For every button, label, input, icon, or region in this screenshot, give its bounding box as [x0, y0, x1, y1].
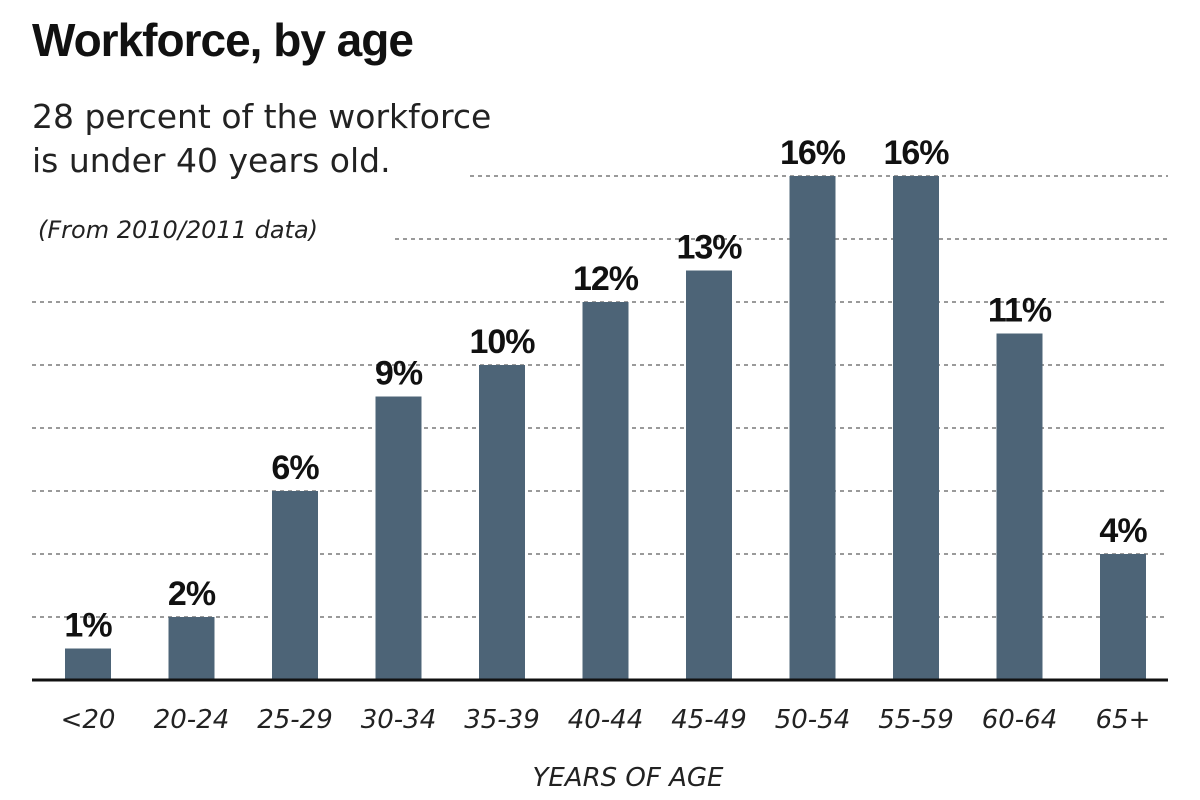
- x-axis-label: YEARS OF AGE: [533, 763, 725, 793]
- value-label-8: 16%: [883, 134, 949, 172]
- bar-4: [479, 365, 525, 680]
- x-tick-0: <20: [61, 705, 116, 735]
- value-label-2: 6%: [271, 449, 319, 487]
- x-tick-5: 40-44: [568, 705, 644, 735]
- value-labels: 1% 2% 6% 9% 10% 12% 13% 16% 16% 11% 4%: [64, 134, 1148, 645]
- value-label-10: 4%: [1099, 512, 1147, 550]
- value-label-6: 13%: [676, 229, 742, 267]
- bar-2: [272, 491, 318, 680]
- value-label-0: 1%: [64, 607, 112, 645]
- bar-10: [1100, 554, 1146, 680]
- x-tick-3: 30-34: [361, 705, 437, 735]
- chart-note: (From 2010/2011 data): [38, 216, 318, 244]
- value-label-3: 9%: [375, 355, 423, 393]
- chart-subtitle-line-2: is under 40 years old.: [32, 141, 391, 180]
- bar-3: [375, 396, 422, 680]
- chart-title: Workforce, by age: [32, 14, 413, 66]
- value-label-9: 11%: [988, 292, 1052, 330]
- bar-1: [168, 617, 215, 680]
- bar-6: [686, 270, 732, 680]
- x-tick-7: 50-54: [775, 705, 851, 735]
- value-label-4: 10%: [469, 323, 535, 361]
- x-tick-8: 55-59: [878, 705, 954, 735]
- value-label-1: 2%: [168, 575, 216, 613]
- x-tick-10: 65+: [1096, 705, 1151, 735]
- chart-subtitle-line-1: 28 percent of the workforce: [32, 97, 491, 136]
- x-tick-4: 35-39: [464, 705, 540, 735]
- bar-9: [996, 333, 1043, 680]
- value-label-5: 12%: [573, 260, 639, 298]
- x-tick-6: 45-49: [671, 705, 747, 735]
- x-tick-2: 25-29: [257, 705, 333, 735]
- x-tick-1: 20-24: [154, 705, 230, 735]
- x-tick-9: 60-64: [982, 705, 1058, 735]
- bars: [65, 176, 1146, 680]
- bar-0: [65, 648, 111, 680]
- x-tick-labels: <20 20-24 25-29 30-34 35-39 40-44 45-49 50-54 55…: [61, 705, 1151, 735]
- bar-8: [893, 176, 939, 680]
- bar-7: [789, 176, 836, 680]
- bar-5: [582, 302, 629, 680]
- value-label-7: 16%: [780, 134, 846, 172]
